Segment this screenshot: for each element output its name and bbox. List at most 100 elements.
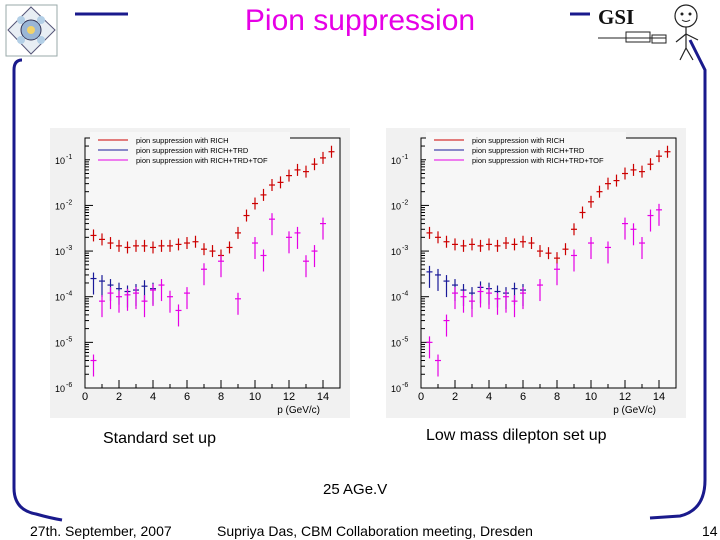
data-point — [647, 158, 654, 171]
y-tick-label: 10 — [55, 338, 65, 348]
y-tick-exponent: -3 — [66, 245, 72, 252]
data-point — [622, 217, 628, 240]
data-point — [426, 226, 433, 239]
y-tick-label: 10 — [391, 338, 401, 348]
data-point — [99, 295, 105, 318]
data-point — [201, 263, 207, 286]
data-point — [647, 209, 654, 232]
y-tick-label: 10 — [55, 384, 65, 394]
x-tick-label: 4 — [150, 391, 156, 403]
data-point — [141, 239, 148, 252]
data-point — [90, 354, 97, 377]
data-point — [286, 169, 292, 182]
data-point — [656, 203, 662, 226]
data-point — [141, 295, 148, 318]
data-point — [294, 226, 301, 249]
data-point — [175, 238, 182, 251]
y-tick-label: 10 — [55, 156, 65, 166]
y-tick-exponent: -4 — [402, 291, 408, 298]
data-point — [320, 217, 326, 240]
x-tick-label: 8 — [554, 391, 560, 403]
y-tick-label: 10 — [391, 201, 401, 211]
y-tick-exponent: -6 — [402, 382, 408, 389]
y-tick-exponent: -4 — [66, 291, 72, 298]
x-tick-label: 12 — [283, 391, 295, 403]
x-tick-label: 10 — [585, 391, 597, 403]
legend-label: pion suppression with RICH — [472, 136, 565, 145]
y-tick-exponent: -1 — [402, 154, 408, 161]
data-point — [494, 292, 501, 315]
data-point — [477, 239, 484, 252]
y-tick-exponent: -5 — [66, 336, 72, 343]
data-point — [150, 241, 156, 254]
data-point — [294, 163, 301, 176]
data-point — [528, 237, 535, 250]
data-point — [622, 167, 628, 180]
data-point — [511, 295, 518, 318]
data-point — [443, 235, 450, 248]
data-point — [605, 177, 611, 190]
data-point — [579, 206, 586, 219]
legend-box — [426, 132, 626, 174]
data-point — [107, 237, 114, 250]
data-point — [252, 237, 258, 260]
svg-text:GSI: GSI — [598, 5, 634, 29]
data-point — [656, 150, 662, 163]
data-point — [426, 336, 433, 359]
legend-box — [90, 132, 290, 174]
x-tick-label: 10 — [249, 391, 261, 403]
data-point — [486, 287, 492, 310]
data-point — [588, 195, 594, 208]
data-point — [226, 241, 233, 254]
pion-suppression-plot-standard: 10 -1 10 -2 10 -3 10 -4 10 -5 10 -6 0 2 4 6 8 10 12 14 p (Ge… — [50, 128, 350, 418]
x-tick-label: 6 — [184, 391, 190, 403]
data-point — [639, 165, 645, 178]
x-tick-label: 14 — [653, 391, 665, 403]
data-point — [503, 290, 509, 313]
data-point — [426, 265, 433, 288]
page-number: 14 — [702, 523, 718, 539]
data-point — [520, 235, 526, 248]
data-point — [260, 249, 267, 272]
data-point — [133, 287, 139, 310]
data-point — [167, 290, 173, 313]
y-tick-exponent: -2 — [402, 199, 408, 206]
y-tick-exponent: -1 — [66, 154, 72, 161]
x-tick-label: 6 — [520, 391, 526, 403]
x-tick-label: 0 — [418, 391, 424, 403]
series-1 — [426, 145, 671, 265]
legend-label: pion suppression with RICH+TRD — [472, 146, 585, 155]
data-point — [133, 239, 139, 252]
data-point — [90, 229, 97, 242]
data-point — [486, 238, 492, 251]
data-point — [452, 238, 458, 251]
y-tick-label: 10 — [55, 293, 65, 303]
footer-date: 27th. September, 2007 — [30, 523, 172, 539]
data-point — [588, 237, 594, 260]
x-tick-label: 0 — [82, 391, 88, 403]
data-point — [477, 285, 484, 308]
data-point — [107, 287, 114, 310]
data-point — [184, 287, 190, 310]
chart-standard-setup: 10 -110 -210 -310 -410 -510 -60 2 4 6 8 10 12 14p (Ge… — [55, 132, 341, 416]
data-point — [175, 304, 182, 327]
pion-suppression-plot-low-mass: 10 -1 10 -2 10 -3 10 -4 10 -5 10 -6 0 2 4 6 8 10 12 14 p (Ge… — [386, 128, 686, 418]
data-point — [243, 209, 250, 222]
y-tick-exponent: -6 — [66, 382, 72, 389]
data-point — [613, 174, 620, 187]
plot-area — [84, 137, 341, 389]
data-point — [328, 145, 335, 158]
data-point — [99, 275, 105, 298]
data-point — [252, 197, 258, 210]
data-point — [218, 255, 224, 278]
legend-label: pion suppression with RICH — [136, 136, 229, 145]
slide-title: Pion suppression — [244, 4, 476, 37]
data-point — [201, 243, 207, 256]
data-point — [286, 231, 292, 254]
cbm-logo — [4, 3, 59, 58]
data-point — [554, 252, 560, 265]
data-point — [664, 145, 671, 158]
data-point — [554, 263, 560, 286]
x-axis-label: p (GeV/c) — [613, 405, 656, 416]
